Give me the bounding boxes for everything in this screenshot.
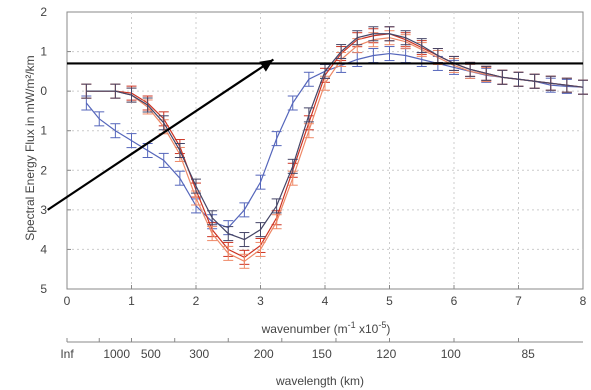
- series-path: [86, 37, 584, 262]
- grid-lines: [67, 12, 583, 289]
- y-tick-label: 2: [40, 5, 47, 19]
- secondary-x-axis-ticks: Inf 1000 500 300 200 150 120 100 85: [60, 338, 583, 361]
- y-tick-label: 1: [40, 45, 47, 59]
- series-path: [85, 52, 584, 229]
- annotation-arrow: [47, 58, 275, 211]
- series-layer: [81, 26, 588, 269]
- y-tick-label: 3: [40, 203, 47, 217]
- secondary-tick-label: 1000: [103, 347, 130, 361]
- secondary-tick-label: 100: [441, 347, 461, 361]
- annotation-layer: [47, 58, 583, 211]
- series-path: [86, 33, 584, 241]
- secondary-tick-label: Inf: [60, 347, 74, 361]
- series-line: [81, 26, 588, 248]
- y-tick-label: 1: [40, 124, 47, 138]
- x-tick-label: 1: [128, 294, 135, 308]
- x-tick-label: 7: [515, 294, 522, 308]
- secondary-tick-label: 120: [376, 347, 396, 361]
- x-tick-label: 8: [580, 294, 587, 308]
- y-axis-title: Spectral Energy Flux in mW/m²/km: [23, 55, 37, 240]
- y-tick-label: 4: [40, 242, 47, 256]
- secondary-tick-label: 85: [521, 347, 535, 361]
- x-tick-label: 3: [257, 294, 264, 308]
- secondary-x-axis-title: wavelength (km): [275, 374, 364, 388]
- x-axis-title: wavenumber (m-1 x10-5): [261, 320, 391, 336]
- x-tick-label: 5: [386, 294, 393, 308]
- y-axis-ticks: 2 1 0 1 2 3 4 5: [40, 5, 71, 296]
- arrow-head: [259, 59, 274, 72]
- x-tick-label: 0: [64, 294, 71, 308]
- secondary-tick-label: 200: [254, 347, 274, 361]
- y-tick-label: 0: [40, 84, 47, 98]
- secondary-tick-label: 150: [312, 347, 332, 361]
- x-tick-label: 2: [193, 294, 200, 308]
- series-line: [81, 46, 588, 236]
- y-tick-label: 5: [40, 282, 47, 296]
- x-axis-ticks: 0 1 2 3 4 5 6 7 8: [64, 285, 587, 308]
- secondary-tick-label: 300: [189, 347, 209, 361]
- x-tick-label: 4: [322, 294, 329, 308]
- series-line: [81, 30, 588, 269]
- secondary-tick-label: 500: [141, 347, 161, 361]
- y-tick-label: 2: [40, 163, 47, 177]
- x-tick-label: 6: [451, 294, 458, 308]
